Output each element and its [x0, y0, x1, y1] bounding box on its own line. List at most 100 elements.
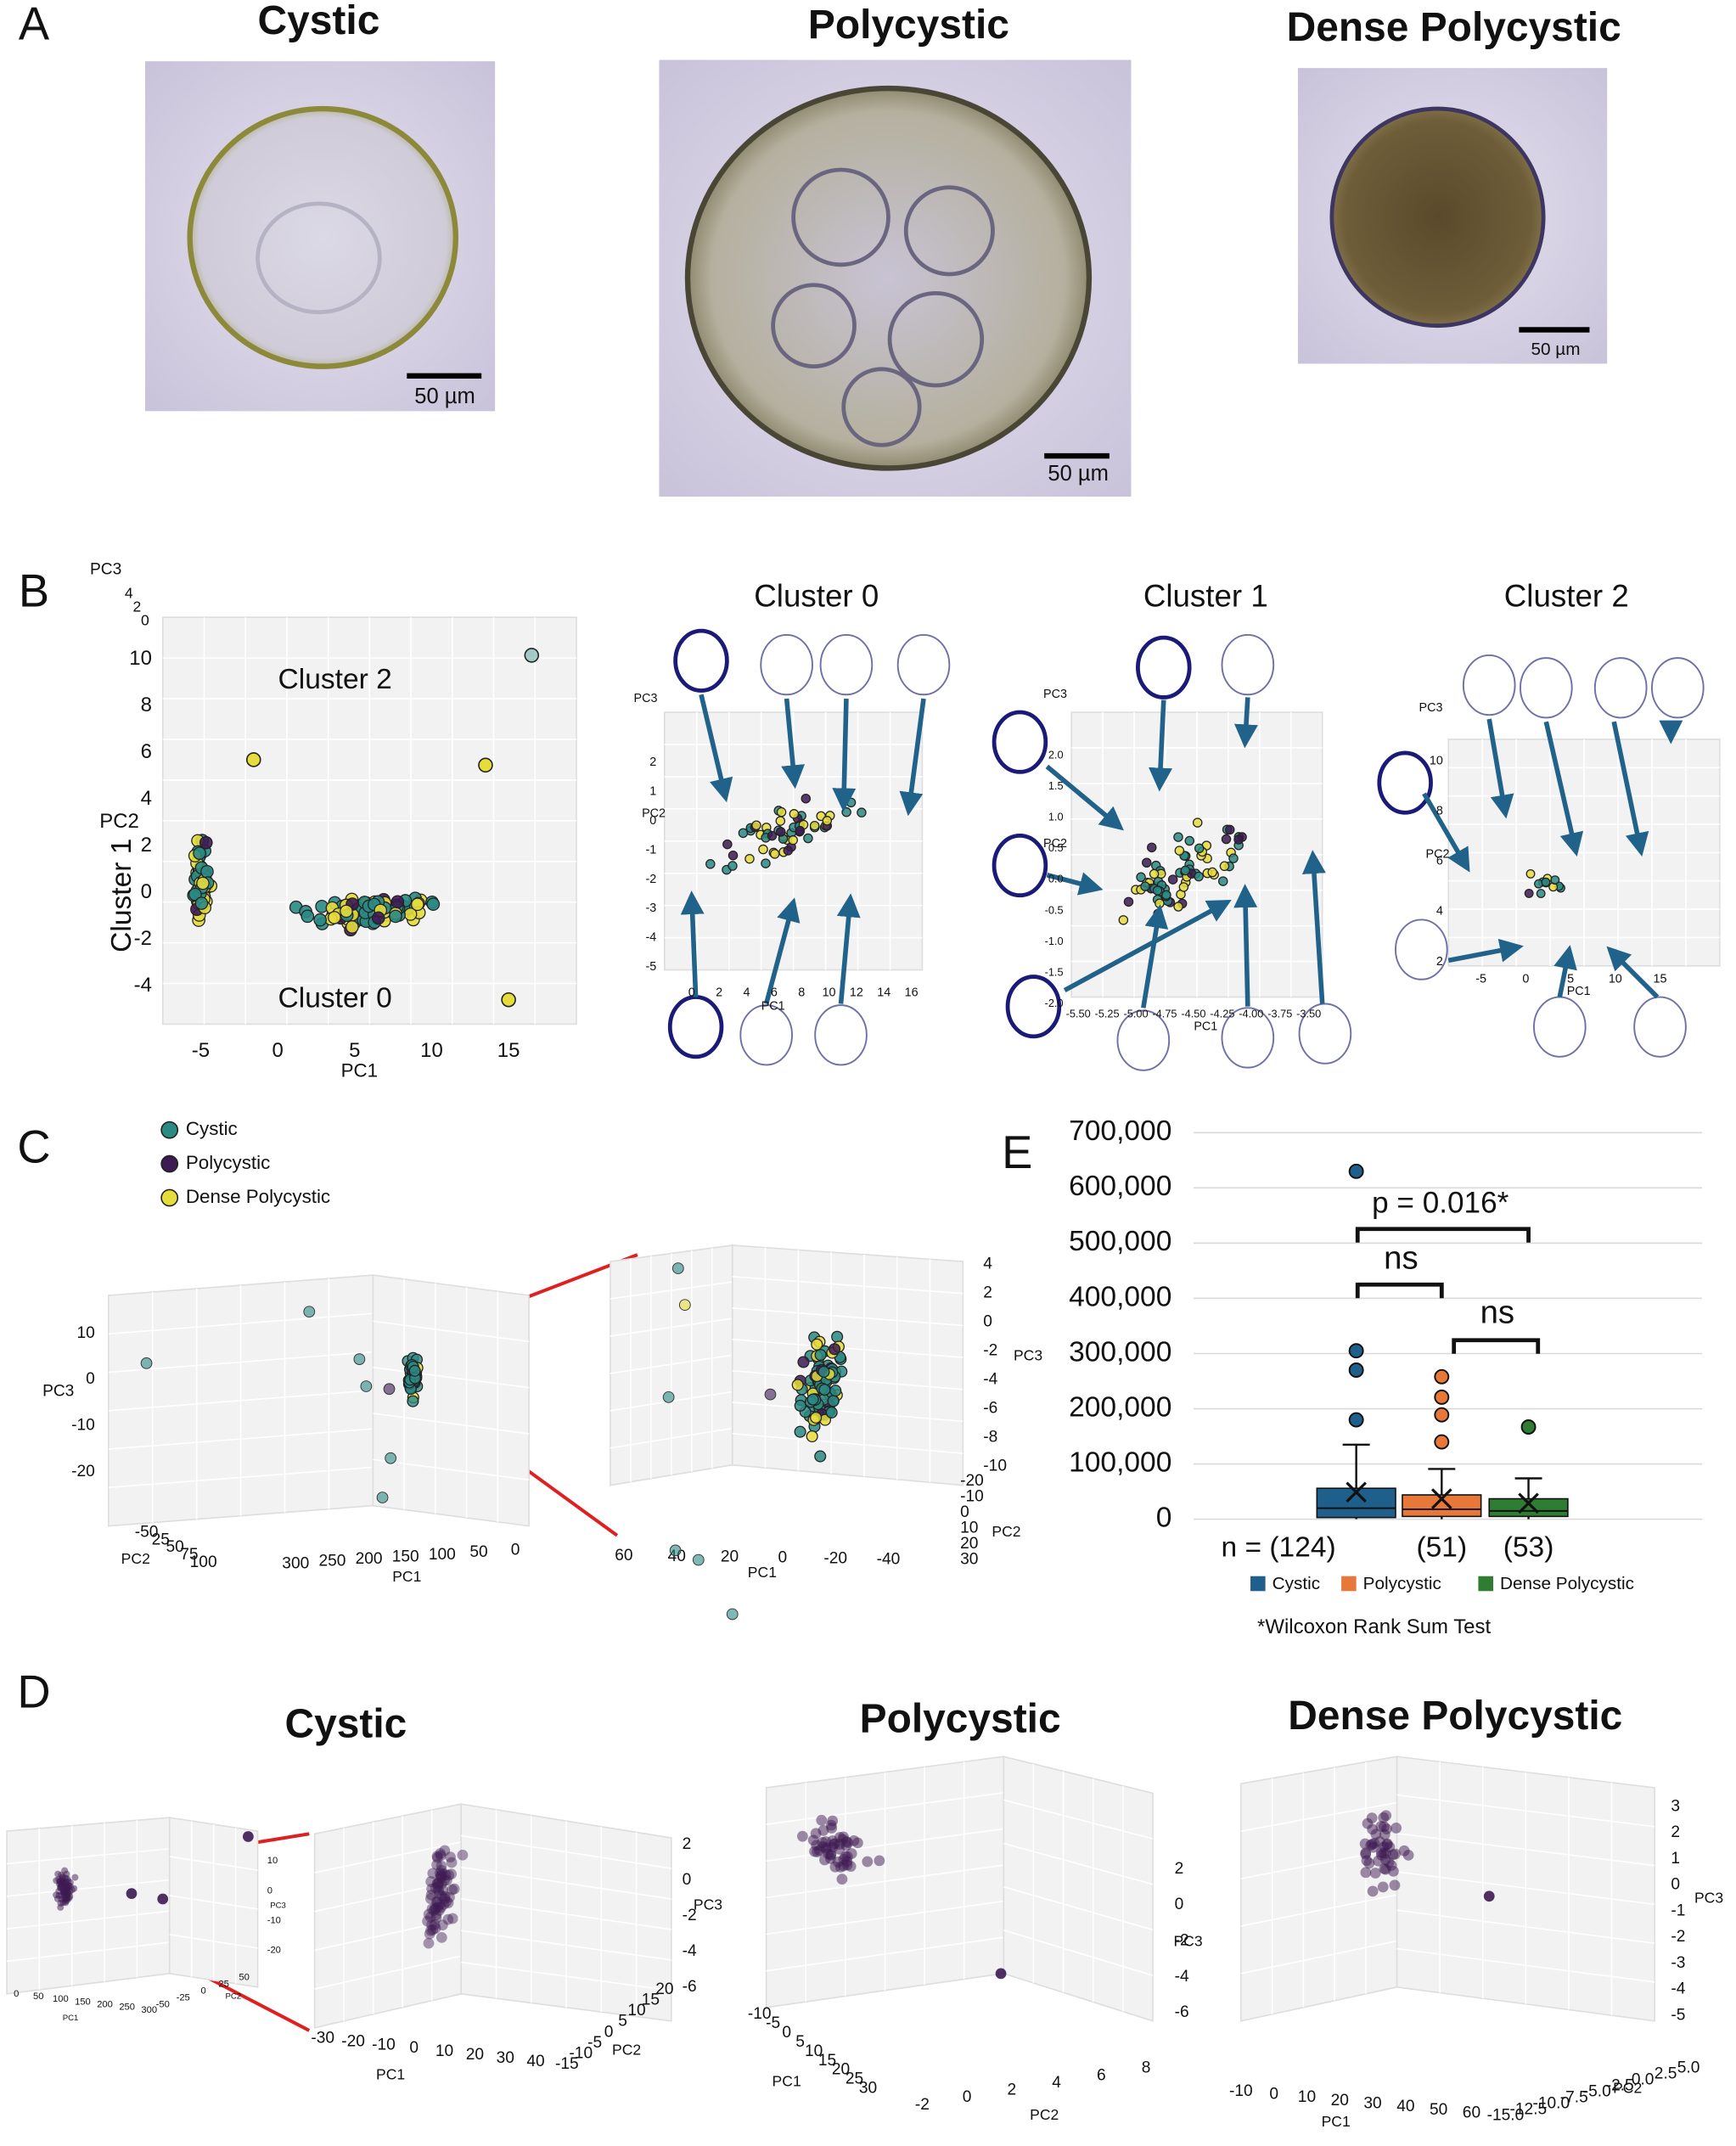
axis-label: PC2	[1030, 2106, 1059, 2123]
scatter-dot-illustration	[775, 816, 786, 826]
tick-label: 100	[53, 1994, 69, 2004]
tick-label: -3.75	[1267, 1008, 1292, 1020]
tick-label: -2	[1175, 1932, 1189, 1950]
arrow	[699, 694, 733, 803]
scatter-dot-illustration	[1184, 835, 1195, 846]
scatter-dot-illustration	[434, 1888, 446, 1900]
tick-label: 12	[850, 986, 863, 1000]
scatter-dot-illustration	[242, 1831, 254, 1842]
tick-label: -2	[983, 1341, 997, 1359]
pane-grid	[169, 1895, 258, 1910]
panel-label: A	[19, 0, 50, 50]
scatter-dot-illustration	[445, 1851, 456, 1863]
scatter-dot-illustration	[669, 1544, 682, 1557]
tick-label: 0	[1671, 1876, 1680, 1894]
annotation: ns	[1384, 1240, 1418, 1277]
scatter-dot-illustration	[346, 920, 359, 934]
y-tick-label: 400,000	[1069, 1281, 1171, 1312]
micrograph-dense-polycystic	[1297, 68, 1608, 364]
scatter-dot-illustration	[1366, 1839, 1378, 1850]
scatter-dot-illustration	[430, 1902, 441, 1913]
tick-label: 0	[960, 1503, 969, 1521]
cluster-label: Cluster 1	[106, 839, 138, 952]
scatter-dot-illustration	[1192, 817, 1203, 828]
tick-label: -25	[177, 1993, 190, 2003]
scatter-dot-illustration	[1228, 853, 1239, 863]
scatter-dot-illustration	[430, 1913, 442, 1924]
axis-label: PC1	[1567, 985, 1591, 998]
arrow	[1233, 884, 1258, 1007]
scatter-dot-illustration	[426, 897, 441, 911]
tick-label: 10	[435, 2042, 453, 2060]
scatter-dot-illustration	[430, 1896, 442, 1907]
legend-swatch	[1341, 1576, 1357, 1592]
scatter-dot-illustration	[845, 1861, 857, 1872]
tick-label: 8	[1436, 804, 1443, 817]
scatter-dot-illustration	[816, 1814, 828, 1826]
scatter-dot-illustration	[1362, 1817, 1374, 1829]
scatter-dot-illustration	[435, 1873, 447, 1884]
tick-label: 1	[1671, 1850, 1680, 1868]
tick-label: 15	[818, 2052, 836, 2070]
tick-label: 0	[267, 1885, 272, 1896]
scatter-dot-illustration	[423, 1908, 435, 1920]
tick-label: -6	[983, 1399, 997, 1417]
scatter-dot-illustration	[794, 1399, 806, 1412]
scatter-dot-illustration	[54, 1870, 62, 1878]
arrow	[1063, 900, 1232, 993]
scatter-dot-illustration	[1377, 1881, 1389, 1893]
scatter-dot-illustration	[524, 648, 540, 663]
arrow	[1046, 872, 1104, 896]
outlier	[1348, 1343, 1364, 1359]
arrow	[1606, 946, 1660, 999]
plot-title: Cystic	[285, 1702, 407, 1747]
pane-grid	[732, 1401, 964, 1423]
tick-label: 4	[141, 787, 152, 810]
tick-label: 40	[1396, 2098, 1414, 2115]
pane-grid	[6, 1879, 170, 1897]
tick-label: 8	[141, 694, 152, 716]
tick-label: -5.50	[1066, 1008, 1091, 1020]
tick-label: 30	[1363, 2095, 1381, 2113]
tick-label: -12.5	[1510, 2101, 1548, 2119]
tick-label: 2	[1671, 1823, 1680, 1841]
scatter-dot-illustration	[1123, 896, 1134, 907]
scatter-dot-illustration	[427, 1868, 439, 1879]
scatter-dot-illustration	[301, 909, 315, 924]
plot-pane	[6, 1817, 171, 1995]
tick-label: -4.25	[1210, 1008, 1234, 1020]
axis-label: PC1	[772, 2072, 801, 2089]
shape-outline	[1377, 750, 1433, 815]
tick-label: 0.5	[1048, 841, 1064, 854]
arrow	[1611, 721, 1649, 857]
shape-outline	[814, 1004, 868, 1066]
tick-label: 8	[798, 986, 805, 1000]
scatter-dot-illustration	[995, 1968, 1007, 1980]
tick-label: -3.50	[1296, 1008, 1321, 1020]
tick-label: 100	[429, 1546, 456, 1564]
shape-outline	[673, 628, 729, 693]
tick-label: 25	[218, 1980, 228, 1990]
tick-label: 200	[356, 1550, 383, 1568]
arrow	[1447, 938, 1524, 963]
tick-label: -10	[569, 2044, 593, 2062]
tick-label: -20	[267, 1946, 281, 1956]
tick-label: -10.0	[1532, 2095, 1570, 2113]
outlier	[1348, 1362, 1364, 1378]
scatter-dot-illustration	[410, 897, 424, 912]
scatter-dot-illustration	[430, 1882, 441, 1894]
axis-label: PC3	[1419, 701, 1443, 715]
shape-outline	[667, 995, 724, 1059]
scatter-dot-illustration	[61, 1867, 69, 1874]
scatter-dot-illustration	[1541, 877, 1551, 887]
scatter-dot-illustration	[426, 1919, 437, 1930]
scatter-dot-illustration	[303, 1306, 316, 1318]
tick-label: 30	[960, 1551, 978, 1569]
tick-label: -2	[683, 1907, 697, 1924]
axis-label: PC1	[1322, 2113, 1351, 2130]
mean-marker	[1346, 1481, 1367, 1503]
mean-marker	[1430, 1488, 1452, 1509]
scatter-dot-illustration	[1369, 1868, 1381, 1879]
scatter-dot-illustration	[817, 1365, 830, 1378]
tick-label: -2	[1671, 1928, 1685, 1946]
